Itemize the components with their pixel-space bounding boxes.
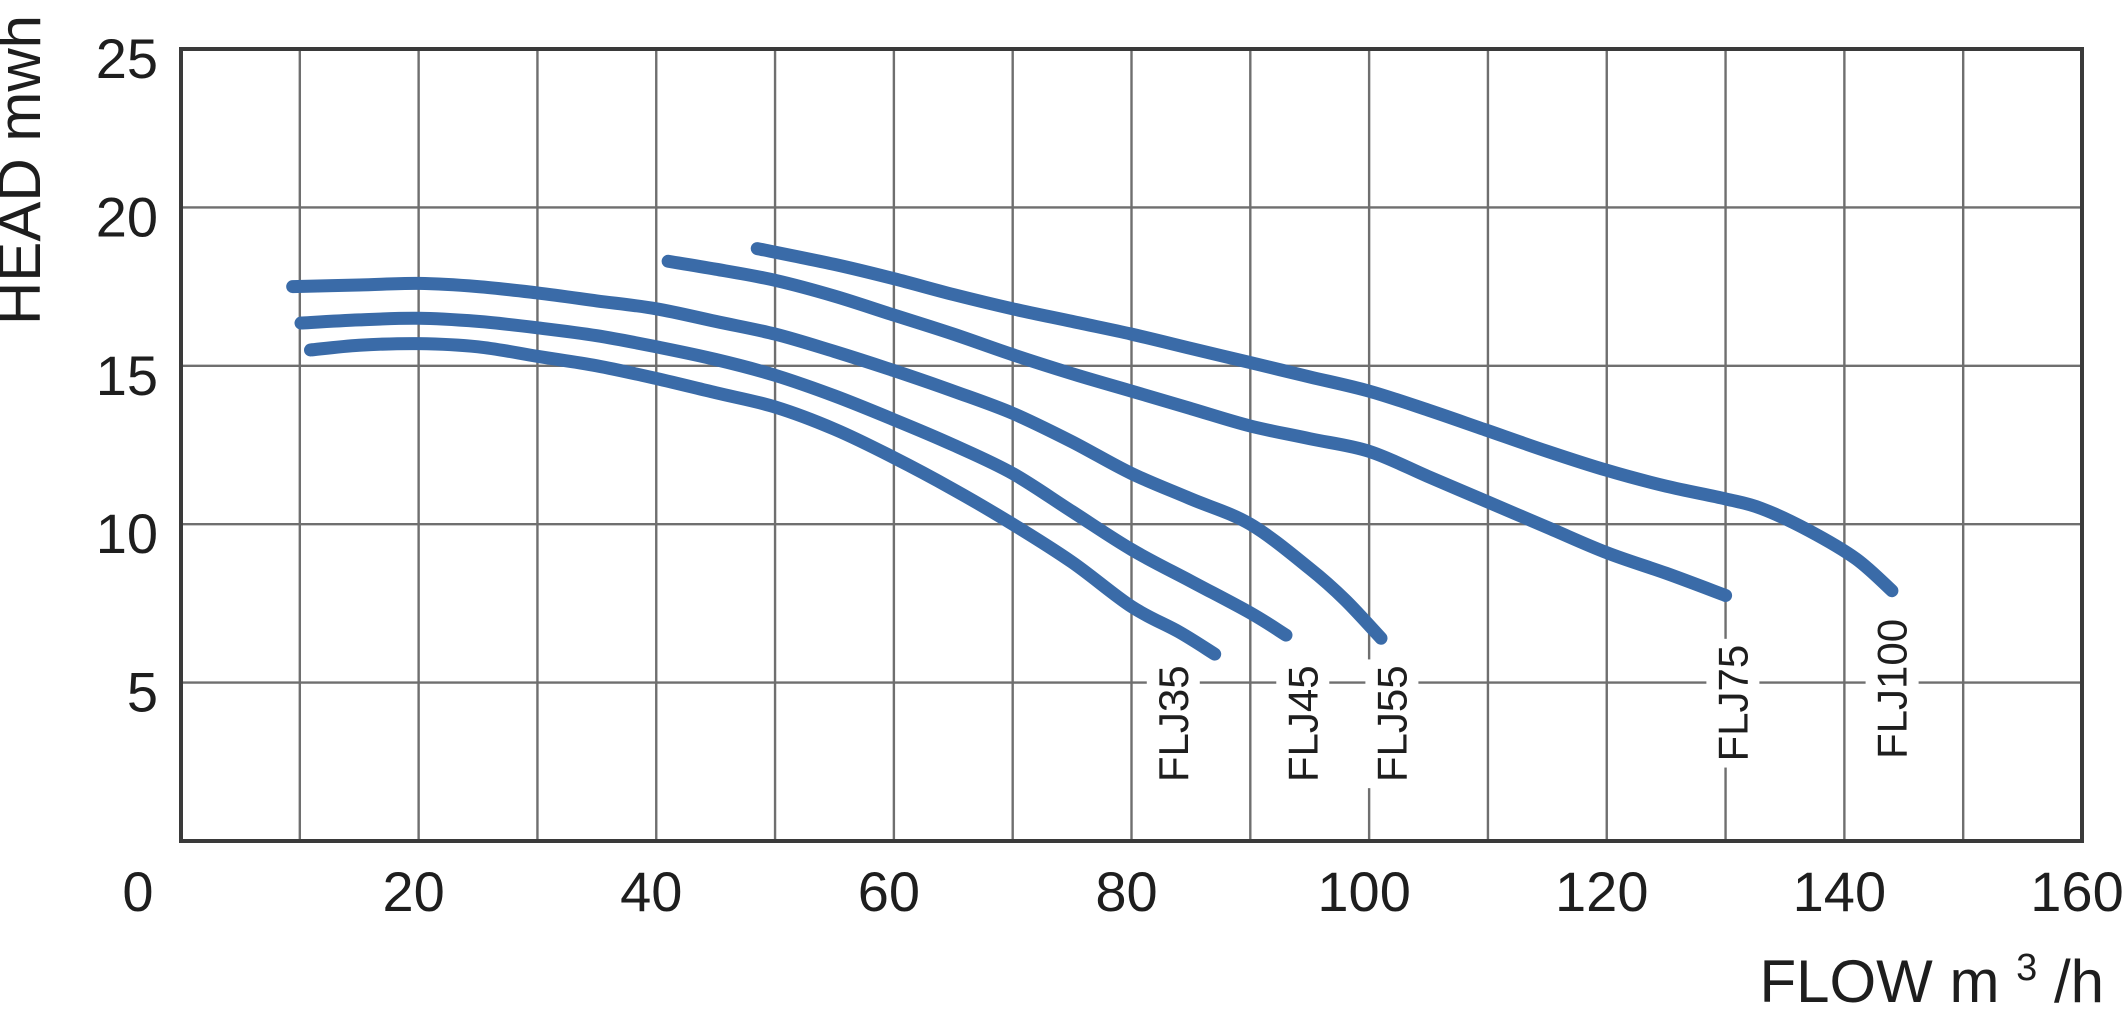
y-tick-label: 25 [96,27,158,90]
x-axis-title-superscript: 3 [2016,947,2037,989]
y-tick-label: 20 [96,185,158,248]
curve-label-group-flj55: FLJ55 [1365,659,1419,789]
x-tick-label: 40 [620,860,682,923]
curve-label-flj55: FLJ55 [1368,665,1415,782]
x-tick-label: 160 [2030,860,2123,923]
curve-flj45 [294,311,1293,642]
x-axis-title: FLOW m 3 /h [1759,926,2104,1012]
x-tick-label: 60 [858,860,920,923]
curve-label-flj100: FLJ100 [1869,619,1916,759]
plot-border-layer [179,47,2084,843]
x-axis-title-suffix: /h [2054,948,2104,1012]
curve-label-flj75: FLJ75 [1709,645,1756,762]
curve-label-group-flj35: FLJ35 [1146,659,1200,789]
x-tick-label: 100 [1317,860,1410,923]
plot-border [179,47,2084,843]
x-tick-label: 120 [1555,860,1648,923]
x-axis-title-prefix: FLOW m [1759,948,1999,1012]
curve-label-mask-flj45 [1276,659,1330,789]
curve-label-group-flj100: FLJ100 [1865,612,1919,765]
y-tick-label: 15 [96,344,158,407]
curve-label-flj35: FLJ35 [1150,665,1197,782]
curve-flj75 [661,254,1733,602]
tick-label-layer: 0 20 40 60 80 100 120 140 160 5 10 15 20 25 [96,27,2124,923]
curve-flj35 [304,337,1222,661]
x-tick-label: 140 [1793,860,1886,923]
y-tick-label: 5 [127,661,158,724]
x-tick-label: 80 [1095,860,1157,923]
grid-layer [179,47,2084,843]
curve-label-mask-flj35 [1146,659,1200,789]
curve-label-mask-flj100 [1865,612,1919,765]
x-tick-label: 20 [382,860,444,923]
curve-label-layer: FLJ35 FLJ45 FLJ55 FLJ75 FLJ100 [1146,612,1919,789]
curve-label-mask-flj75 [1706,638,1760,768]
curve-flj55 [286,276,1388,645]
curve-label-group-flj45: FLJ45 [1276,659,1330,789]
curve-label-group-flj75: FLJ75 [1706,638,1760,768]
y-axis-title: HEAD mwh [0,15,53,325]
curve-label-flj45: FLJ45 [1279,665,1326,782]
y-tick-label: 10 [96,502,158,565]
x-tick-label: 0 [122,860,153,923]
curve-layer [286,242,1899,661]
curve-label-mask-flj55 [1365,659,1419,789]
curve-flj100 [750,242,1899,598]
